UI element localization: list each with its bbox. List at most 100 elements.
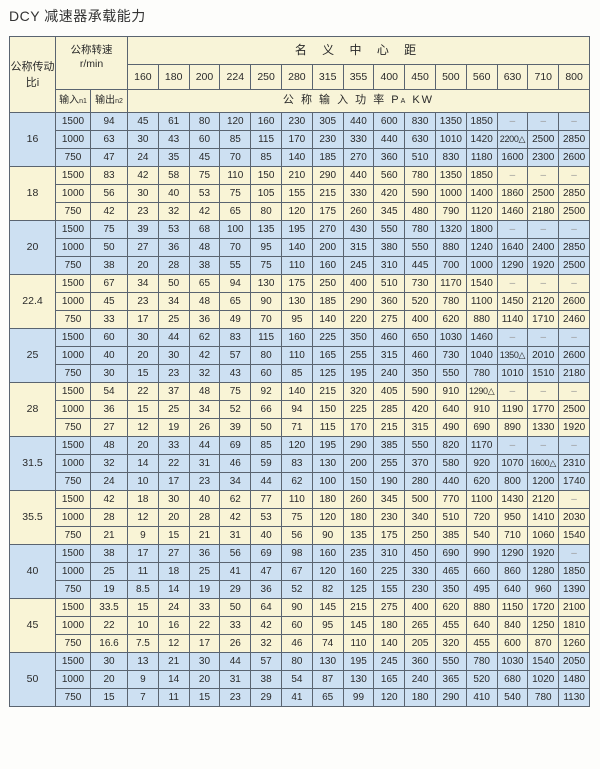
- center-distance-500: 500: [434, 64, 467, 90]
- output-speed-cell: 63: [90, 130, 128, 149]
- table-row: 18 1500 83 42 58 75 110 150 210 290 440 560 780 1350 1…: [9, 166, 590, 221]
- center-distance-560: 560: [465, 64, 498, 90]
- ratio-cell: 20: [9, 220, 56, 275]
- page-title: DCY 减速器承载能力: [9, 8, 146, 24]
- power-cell: 53: [188, 184, 221, 203]
- power-cell: 29: [219, 580, 252, 599]
- power-cell: –: [496, 382, 529, 401]
- power-cell: 41: [219, 562, 252, 581]
- center-distance-630: 630: [496, 64, 529, 90]
- input-speed-cell: 1500: [55, 382, 91, 401]
- power-cell: 2850: [558, 238, 590, 257]
- power-cell: 1000: [465, 256, 498, 275]
- center-distance-710: 710: [527, 64, 560, 90]
- power-cell: 690: [434, 544, 467, 563]
- power-cell: 115: [250, 328, 282, 347]
- power-cell: 48: [188, 292, 221, 311]
- power-cell: –: [558, 220, 590, 239]
- power-cell: 23: [157, 364, 190, 383]
- power-cell: 1800: [465, 220, 498, 239]
- output-speed-cell: 22: [90, 616, 128, 635]
- power-cell: 220: [342, 310, 375, 329]
- table-row: 750 27 12 19 26 39 50 71 115 170 215 315 490 690 890 13…: [10, 418, 590, 437]
- input-speed-cell: 750: [55, 418, 91, 437]
- power-cell: 1920: [558, 418, 590, 437]
- power-cell: 19: [188, 580, 221, 599]
- power-cell: 150: [342, 472, 375, 491]
- power-cell: –: [558, 436, 590, 455]
- power-cell: –: [527, 220, 560, 239]
- power-cell: –: [496, 436, 529, 455]
- power-cell: 910: [465, 400, 498, 419]
- input-speed-cell: 750: [55, 148, 91, 167]
- table-row: 1000 20 9 14 20 31 38 54 87 130 165 240 365 520 680 102…: [10, 670, 590, 689]
- power-cell: 480: [404, 202, 436, 221]
- power-cell: 7: [127, 688, 159, 707]
- power-cell: 150: [311, 400, 344, 419]
- table-row: 750 42 23 32 42 65 80 120 175 260 345 480 790 1120 146…: [10, 202, 590, 221]
- output-speed-cell: 21: [90, 526, 128, 545]
- input-speed-cell: 1500: [55, 166, 91, 185]
- power-cell: 82: [311, 580, 344, 599]
- input-speed-cell: 750: [55, 634, 91, 653]
- power-cell: 43: [157, 130, 190, 149]
- power-cell: 110: [219, 166, 252, 185]
- power-cell: 710: [496, 526, 529, 545]
- power-cell: 520: [465, 670, 498, 689]
- power-cell: 1330: [527, 418, 560, 437]
- power-cell: 860: [496, 562, 529, 581]
- input-speed-cell: 1000: [55, 454, 91, 473]
- output-speed-cell: 54: [90, 382, 128, 401]
- ratio-cell: 22.4: [9, 274, 56, 329]
- power-cell: 510: [434, 508, 467, 527]
- load-capacity-table: 公称传动比i 公称转速 r/min 名 义 中 心 距 160 180 200 224…: [9, 36, 590, 707]
- power-cell: 2600: [558, 148, 590, 167]
- power-cell: 33: [188, 598, 221, 617]
- power-cell: –: [496, 112, 529, 131]
- power-cell: 2850: [558, 130, 590, 149]
- power-cell: 95: [311, 616, 344, 635]
- power-cell: 30: [157, 490, 190, 509]
- power-cell: –: [527, 328, 560, 347]
- power-cell: 38: [188, 256, 221, 275]
- power-cell: 70: [219, 238, 252, 257]
- power-cell: 205: [404, 634, 436, 653]
- center-distance-200: 200: [188, 64, 221, 90]
- input-sub: n1: [79, 98, 87, 105]
- ratio-cell: 50: [9, 652, 56, 707]
- power-cell: 21: [188, 526, 221, 545]
- ratio-cell: 31.5: [9, 436, 56, 491]
- power-cell: –: [496, 166, 529, 185]
- power-cell: 42: [188, 346, 221, 365]
- input-speed-cell: 750: [55, 202, 91, 221]
- power-cell: 36: [157, 238, 190, 257]
- power-cell: 125: [342, 580, 375, 599]
- power-cell: –: [527, 166, 560, 185]
- power-cell: 83: [219, 328, 252, 347]
- power-cell: 640: [496, 580, 529, 599]
- power-cell: 1350: [434, 112, 467, 131]
- power-cell: 100: [219, 220, 252, 239]
- power-cell: 10: [127, 616, 159, 635]
- power-cell: 1860: [496, 184, 529, 203]
- power-cell: 40: [188, 490, 221, 509]
- ratio-cell: 45: [9, 598, 56, 653]
- power-cell: 200: [311, 238, 344, 257]
- power-cell: 34: [188, 400, 221, 419]
- power-cell: 1120: [465, 202, 498, 221]
- power-cell: 340: [404, 508, 436, 527]
- power-cell: 245: [373, 652, 406, 671]
- power-cell: 62: [188, 328, 221, 347]
- power-cell: 2500: [527, 184, 560, 203]
- power-cell: 50: [219, 598, 252, 617]
- power-cell: 700: [434, 256, 467, 275]
- power-cell: 290: [434, 688, 467, 707]
- power-cell: 250: [311, 274, 344, 293]
- power-cell: 2400: [527, 238, 560, 257]
- power-cell: 1070: [496, 454, 529, 473]
- output-speed-cell: 50: [90, 238, 128, 257]
- table-row: 1000 22 10 16 22 33 42 60 95 145 180 265 455 640 840 12…: [10, 616, 590, 635]
- center-distance-280: 280: [280, 64, 313, 90]
- power-cell: 23: [188, 472, 221, 491]
- power-cell: 2850: [558, 184, 590, 203]
